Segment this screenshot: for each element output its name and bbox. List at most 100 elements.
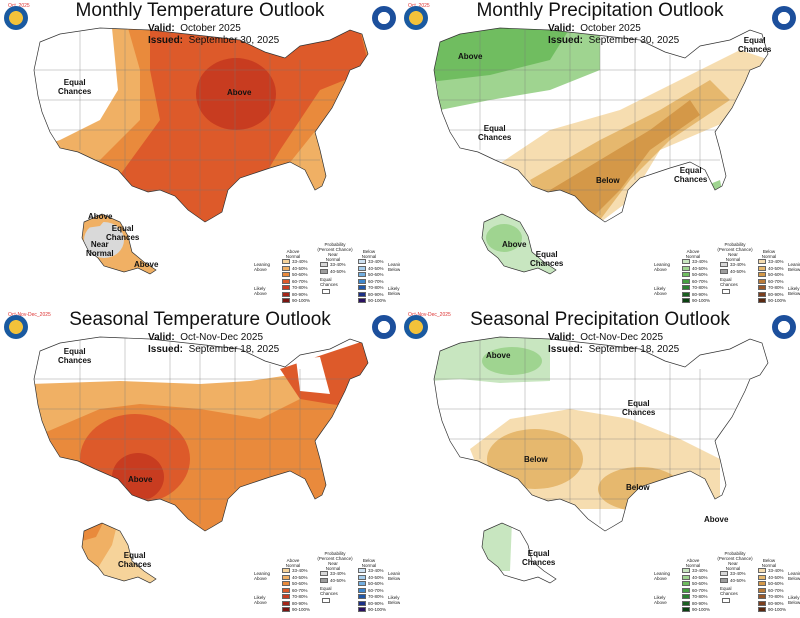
legend-above-header: Above Normal xyxy=(285,249,301,259)
valid-label: Valid: xyxy=(548,332,575,343)
legend-swatch-above xyxy=(282,285,290,290)
legend-range-above: 60-70% xyxy=(692,278,708,284)
legend-swatch-below xyxy=(758,272,766,277)
legend-range-above: 70-80% xyxy=(292,594,308,599)
valid-value: Oct-Nov-Dec 2025 xyxy=(180,332,264,343)
panel-monthly-temperature: Oct_2025 Monthly Temperature Outlook Val… xyxy=(0,0,400,309)
legend-swatch-below xyxy=(358,291,366,297)
map-label: Above xyxy=(502,240,527,249)
map-label: Equal Chances xyxy=(622,399,656,417)
legend-swatch-below xyxy=(358,581,366,586)
legend-range-above: 90-100% xyxy=(292,298,311,303)
legend-swatch-below xyxy=(758,298,766,303)
noaa-logo-icon xyxy=(404,6,428,30)
legend-below-header: Below Normal xyxy=(761,558,777,568)
map-label: Above xyxy=(227,88,252,97)
valid-line: Valid: Oct-Nov-Dec 2025 xyxy=(148,332,263,343)
legend-swatch-below xyxy=(358,607,366,612)
legend-below-header: Below Normal xyxy=(761,249,777,259)
valid-value: Oct-Nov-Dec 2025 xyxy=(580,332,664,343)
product-tag: Oct-Nov-Dec_2025 xyxy=(408,312,451,318)
legend-range-below: 80-90% xyxy=(368,600,384,606)
legend-above-header: Above Normal xyxy=(285,558,301,568)
legend-range-above: 50-60% xyxy=(292,272,308,277)
issued-label: Issued: xyxy=(548,344,584,355)
legend-range-above: 33-40% xyxy=(292,568,308,573)
legend-leaning-right: Leaning Below xyxy=(388,262,400,272)
legend-swatch-below xyxy=(358,285,366,290)
legend-range-below: 90-100% xyxy=(368,298,387,303)
legend-swatch-below xyxy=(758,587,766,593)
legend-range-below: 60-70% xyxy=(368,278,384,284)
legend-range-below: 50-60% xyxy=(368,581,384,586)
legend-leaning-left: Leaning Above xyxy=(254,262,271,272)
legend-swatch-below xyxy=(758,600,766,606)
legend-equal: Equal Chances xyxy=(320,277,338,287)
legend-swatch-above xyxy=(682,594,690,599)
legend-range-below: 50-60% xyxy=(368,272,384,277)
legend-range-near: 33-40% xyxy=(330,571,346,576)
legend-leaning-right: Leaning Below xyxy=(388,571,400,581)
map-label: Below xyxy=(626,483,650,492)
legend-swatch-below xyxy=(758,285,766,290)
map-label: Equal Chances xyxy=(738,36,772,54)
legend-range-below: 90-100% xyxy=(368,607,387,612)
legend-swatch-below xyxy=(758,574,766,580)
legend-range-below: 50-60% xyxy=(768,581,784,586)
valid-value: October 2025 xyxy=(180,23,241,34)
legend-range-below: 60-70% xyxy=(368,587,384,593)
legend-range-below: 80-90% xyxy=(768,291,784,297)
valid-label: Valid: xyxy=(548,23,575,34)
legend-swatch-above xyxy=(682,568,690,573)
map-label: Above xyxy=(88,212,113,221)
legend-range-below: 40-50% xyxy=(368,265,384,271)
legend-swatch-below xyxy=(358,594,366,599)
legend-swatch-above xyxy=(682,607,690,612)
issued-value: September 18, 2025 xyxy=(588,344,680,355)
legend-range-above: 80-90% xyxy=(692,291,708,297)
issued-value: September 18, 2025 xyxy=(188,344,280,355)
legend-swatch-near xyxy=(720,262,728,267)
legend-swatch-near xyxy=(320,577,328,583)
map-label: Equal Chances xyxy=(522,549,556,567)
noaa-logo-icon xyxy=(404,315,428,339)
legend-swatch-above xyxy=(282,278,290,284)
issued-line: Issued: September 18, 2025 xyxy=(548,344,679,355)
legend-leaning-right: Leaning Below xyxy=(788,262,800,272)
noaa-logo-icon xyxy=(4,315,28,339)
legend-swatch-near xyxy=(720,268,728,274)
legend: Probability (Percent Chance) Above Normal… xyxy=(254,242,400,309)
legend-range-above: 40-50% xyxy=(292,574,308,580)
legend-likely-right: Likely Below xyxy=(388,595,400,605)
legend-range-below: 33-40% xyxy=(768,259,784,264)
map-seasonal-temperature xyxy=(33,336,369,584)
legend-range-below: 60-70% xyxy=(768,278,784,284)
legend-equal: Equal Chances xyxy=(720,277,738,287)
legend-range-below: 50-60% xyxy=(768,272,784,277)
legend-leaning-left: Leaning Above xyxy=(654,571,671,581)
legend-range-below: 70-80% xyxy=(768,594,784,599)
map-seasonal-precipitation xyxy=(433,336,769,584)
map-label: Above xyxy=(704,515,729,524)
map-label: Equal Chances xyxy=(530,250,564,268)
legend-swatch-near xyxy=(320,262,328,267)
valid-label: Valid: xyxy=(148,23,175,34)
issued-value: September 30, 2025 xyxy=(188,35,280,46)
legend-range-above: 33-40% xyxy=(692,259,708,264)
issued-line: Issued: September 18, 2025 xyxy=(148,344,279,355)
map-label: Below xyxy=(524,455,548,464)
legend-range-above: 90-100% xyxy=(692,607,711,612)
issued-line: Issued: September 30, 2025 xyxy=(548,35,679,46)
legend-range-below: 60-70% xyxy=(768,587,784,593)
legend-swatch-below xyxy=(758,607,766,612)
legend-swatch-below xyxy=(358,600,366,606)
legend-swatch-above xyxy=(282,574,290,580)
legend-swatch-below xyxy=(358,574,366,580)
valid-value: October 2025 xyxy=(580,23,641,34)
legend-swatch-equal xyxy=(322,289,330,294)
legend-swatch-above xyxy=(682,298,690,303)
legend-swatch-below xyxy=(758,594,766,599)
legend-heading: Probability (Percent Chance) xyxy=(317,242,353,252)
legend-range-below: 70-80% xyxy=(368,285,384,290)
legend-likely-left: Likely Above xyxy=(254,286,267,296)
